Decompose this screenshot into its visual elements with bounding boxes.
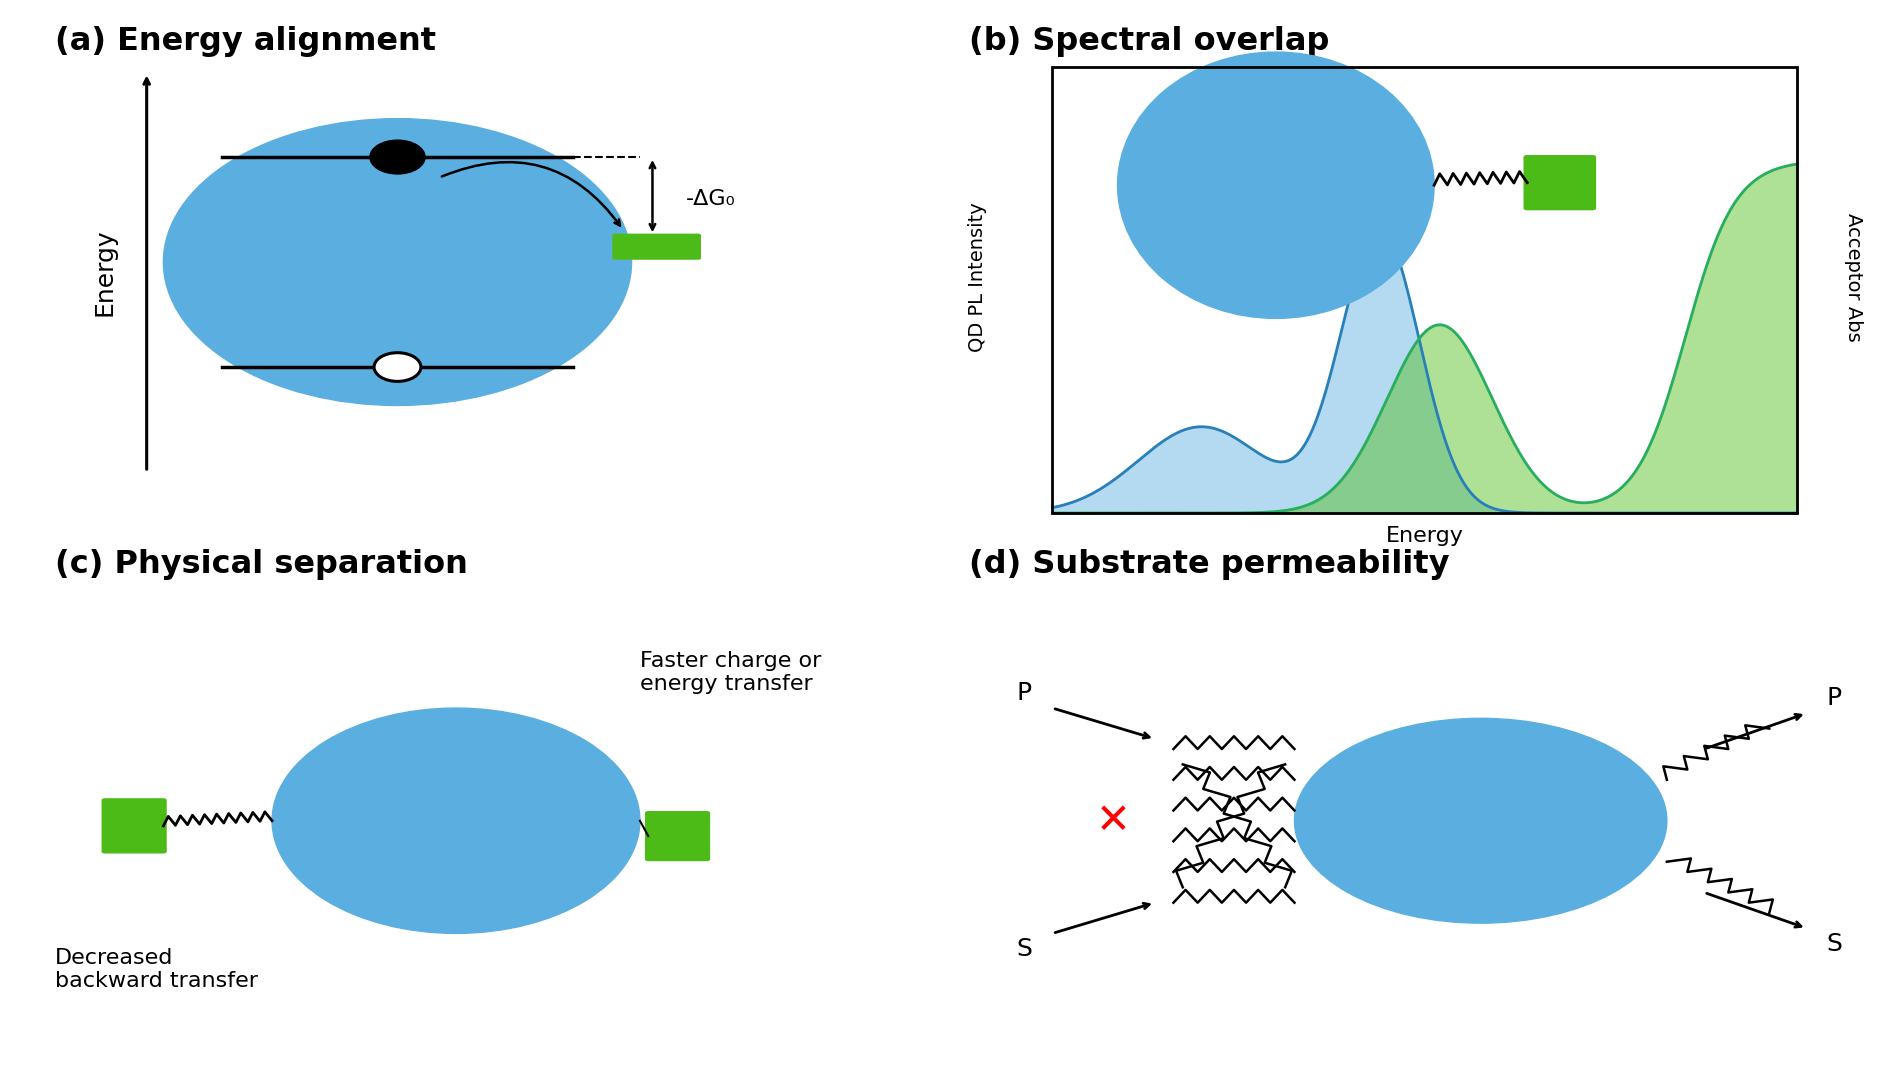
FancyBboxPatch shape [644,811,711,861]
Text: P: P [1828,686,1841,710]
Text: Energy: Energy [1385,526,1463,546]
Text: (a) Energy alignment: (a) Energy alignment [55,27,435,58]
Circle shape [370,140,426,174]
Text: (b) Spectral overlap: (b) Spectral overlap [969,27,1328,58]
Text: Acceptor Abs: Acceptor Abs [1843,213,1862,341]
Circle shape [163,118,631,405]
Circle shape [1294,718,1666,923]
FancyBboxPatch shape [1524,155,1596,210]
Text: -ΔG₀: -ΔG₀ [686,189,735,209]
FancyBboxPatch shape [612,234,701,259]
Ellipse shape [1117,52,1434,318]
Text: Decreased
backward transfer: Decreased backward transfer [55,947,258,991]
Text: P: P [1017,681,1032,704]
Text: ✕: ✕ [1096,800,1130,842]
Text: S: S [1826,931,1843,956]
FancyBboxPatch shape [101,798,167,854]
Circle shape [374,353,422,381]
Text: Faster charge or
energy transfer: Faster charge or energy transfer [640,651,821,694]
Text: (c) Physical separation: (c) Physical separation [55,550,467,580]
Text: QD PL Intensity: QD PL Intensity [969,203,988,352]
Text: S: S [1017,937,1032,960]
Text: (d) Substrate permeability: (d) Substrate permeability [969,550,1450,580]
Text: Energy: Energy [93,228,118,316]
Circle shape [272,708,640,934]
